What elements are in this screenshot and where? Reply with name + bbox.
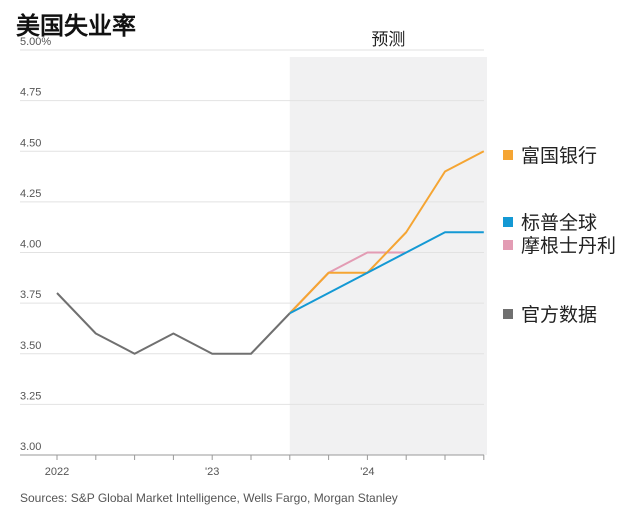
forecast-label: 预测 [371,30,405,50]
y-axis-ticks: 3.00 3.25 3.50 3.75 4.00 4.25 4.50 4.75 5.00% [20,36,51,453]
y-tick-label: 3.00 [20,441,41,453]
y-tick-label: 3.25 [20,390,41,402]
legend-swatch [503,309,513,319]
legend-label: 标普全球 [521,212,597,234]
series-line [289,231,484,315]
legend-swatch [503,240,513,250]
forecast-region [289,57,487,455]
x-tick-label: '24 [360,466,374,478]
series-lines [56,150,485,355]
legend-label: 官方数据 [521,304,597,326]
legend-swatch [503,217,513,227]
y-tick-label: 5.00% [20,36,51,48]
y-tick-label: 4.75 [20,87,41,99]
x-tick-label: 2022 [45,466,69,478]
y-tick-label: 4.50 [20,137,41,149]
x-axis: 2022 '23 '24 [45,455,485,478]
legend-label: 富国银行 [521,145,597,167]
chart-title: 美国失业率 [16,11,136,40]
y-tick-label: 3.75 [20,289,41,301]
legend-label: 摩根士丹利 [521,235,616,257]
y-tick-label: 3.50 [20,340,41,352]
source-note: Sources: S&P Global Market Intelligence,… [20,491,398,505]
series-line [56,292,291,355]
legend-swatch [503,150,513,160]
y-tick-label: 4.25 [20,188,41,200]
y-tick-label: 4.00 [20,239,41,251]
series-line [289,150,485,314]
x-tick-label: '23 [205,466,219,478]
